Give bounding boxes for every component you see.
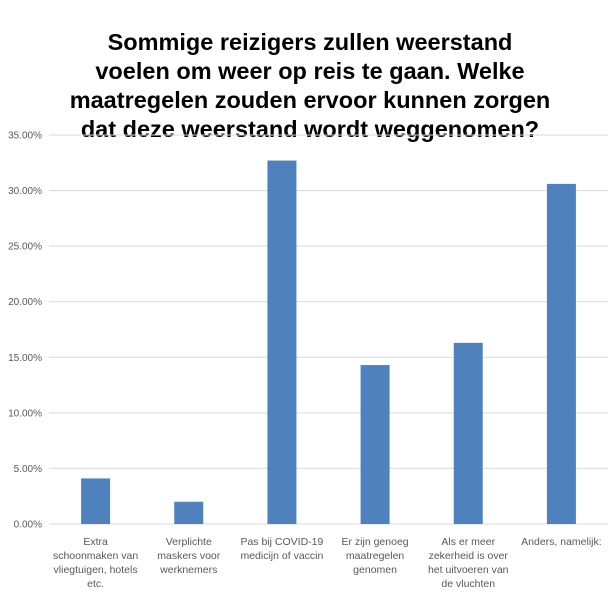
bar bbox=[360, 365, 390, 524]
bar bbox=[267, 160, 297, 524]
x-tick-label: Er zijn genoeg maatregelen genomen bbox=[342, 536, 409, 576]
x-tick-label: Extra schoonmaken van vliegtuigen, hotels e… bbox=[53, 536, 138, 590]
bar bbox=[453, 342, 483, 524]
chart-title: Sommige reizigers zullen weerstand voele… bbox=[69, 29, 551, 142]
y-tick-label: 10.00% bbox=[8, 408, 42, 419]
y-tick-label: 25.00% bbox=[8, 242, 42, 253]
y-axis: 0.00% 5.00% 10.00% 15.00% 20.00% 25.00% 30.00%… bbox=[8, 131, 42, 531]
x-tick-label: Pas bij COVID-19 medicijn of vaccin bbox=[240, 536, 323, 562]
bar bbox=[81, 478, 111, 524]
x-tick-label: Als er meer zekerheid is over het uitvoere… bbox=[428, 536, 509, 590]
y-tick-label: 35.00% bbox=[8, 131, 42, 142]
y-tick-label: 30.00% bbox=[8, 186, 42, 197]
y-tick-label: 5.00% bbox=[14, 464, 42, 475]
y-tick-label: 20.00% bbox=[8, 297, 42, 308]
x-axis: Extra schoonmaken van vliegtuigen, hotels e… bbox=[53, 536, 602, 590]
y-tick-label: 0.00% bbox=[14, 520, 42, 531]
x-tick-label: Anders, namelijk: bbox=[521, 536, 602, 548]
bars bbox=[81, 160, 576, 524]
gridlines bbox=[49, 134, 608, 525]
y-tick-label: 15.00% bbox=[8, 353, 42, 364]
bar bbox=[546, 183, 576, 524]
x-tick-label: Verplichte maskers voor werknemers bbox=[157, 536, 221, 576]
bar bbox=[174, 501, 204, 524]
